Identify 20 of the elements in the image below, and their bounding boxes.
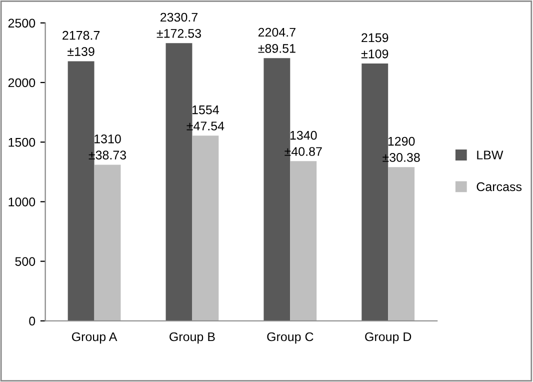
bar — [290, 161, 317, 321]
data-label: 2178.7 ±139 — [62, 30, 100, 56]
x-tick-label: Group A — [72, 332, 118, 344]
y-tick-label: 1500 — [8, 138, 36, 147]
x-tick-label: Group B — [170, 332, 215, 344]
data-label: 2330.7 ±172.53 — [156, 12, 201, 38]
data-label: 2159 ±109 — [361, 33, 388, 58]
y-tick-label: 0 — [29, 316, 36, 326]
x-tick-label: Group C — [267, 332, 314, 344]
x-tick-label: Group D — [365, 332, 412, 344]
legend-label: LBW — [477, 150, 504, 160]
bar — [388, 167, 415, 321]
bar — [192, 136, 219, 321]
y-tick-label: 2000 — [8, 78, 36, 88]
y-tick-label: 1000 — [8, 197, 36, 206]
bar — [94, 164, 121, 321]
y-tick-label: 500 — [15, 257, 36, 266]
legend-label: Carcass — [476, 182, 522, 192]
data-label: 2204.7 ±89.51 — [258, 28, 296, 53]
y-tick-label: 2500 — [8, 18, 36, 28]
